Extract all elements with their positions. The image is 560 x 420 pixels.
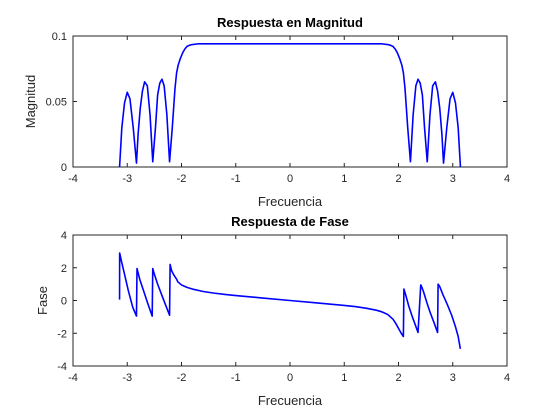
x-tick-label: -4 xyxy=(68,372,78,384)
phase-xlabel: Frecuencia xyxy=(258,393,323,408)
phase-series-line xyxy=(118,252,462,349)
magnitude-plot: Respuesta en Magnitud Frecuencia Magnitu… xyxy=(23,15,510,209)
x-tick-label: 3 xyxy=(450,372,456,384)
magnitude-series-line xyxy=(118,43,462,168)
x-tick-label: -2 xyxy=(177,372,187,384)
magnitude-title: Respuesta en Magnitud xyxy=(217,15,363,30)
y-tick-label: 4 xyxy=(61,230,67,242)
x-tick-label: -1 xyxy=(231,173,241,185)
y-tick-label: -2 xyxy=(57,328,67,340)
x-tick-label: 4 xyxy=(504,372,510,384)
y-tick-label: 2 xyxy=(61,263,67,275)
phase-ylabel: Fase xyxy=(35,286,50,315)
magnitude-ylabel: Magnitud xyxy=(23,75,38,128)
x-tick-label: -3 xyxy=(122,173,132,185)
x-tick-label: 1 xyxy=(341,173,347,185)
x-tick-label: 1 xyxy=(341,372,347,384)
y-tick-label: 0 xyxy=(61,296,67,308)
x-tick-label: 4 xyxy=(504,173,510,185)
y-tick-label: -4 xyxy=(57,361,67,373)
magnitude-axes-frame xyxy=(72,35,508,168)
magnitude-xlabel: Frecuencia xyxy=(258,194,323,209)
x-tick-label: 0 xyxy=(287,372,293,384)
x-tick-label: 3 xyxy=(450,173,456,185)
x-tick-label: 2 xyxy=(395,372,401,384)
x-tick-label: -2 xyxy=(177,173,187,185)
x-tick-label: -3 xyxy=(122,372,132,384)
y-tick-label: 0.1 xyxy=(52,31,67,43)
phase-plot: Respuesta de Fase Frecuencia Fase -4 -3 -2… xyxy=(35,214,510,408)
x-tick-label: 0 xyxy=(287,173,293,185)
magnitude-ticks: -4 -3 -2 -1 0 1 2 3 4 0 0.05 0.1 xyxy=(46,31,510,185)
x-tick-label: -4 xyxy=(68,173,78,185)
x-tick-label: 2 xyxy=(395,173,401,185)
y-tick-label: 0 xyxy=(61,162,67,174)
phase-title: Respuesta de Fase xyxy=(231,214,349,229)
y-tick-label: 0.05 xyxy=(46,97,67,109)
phase-ticks: -4 -3 -2 -1 0 1 2 3 4 -4 -2 0 2 4 xyxy=(57,230,510,384)
x-tick-label: -1 xyxy=(231,372,241,384)
